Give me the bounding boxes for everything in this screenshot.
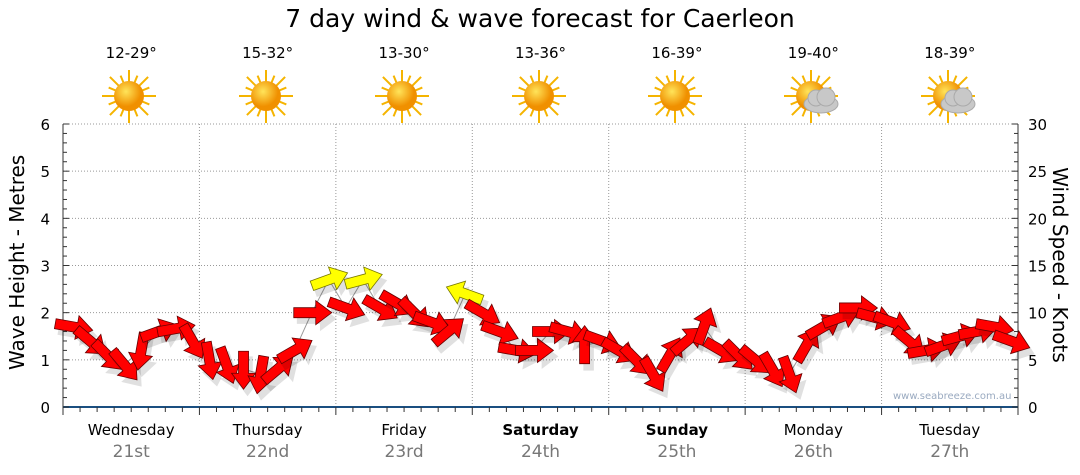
temp-range: 18-39° <box>924 44 976 62</box>
partly-cloudy-icon <box>783 69 843 124</box>
date-label: 26th <box>793 442 833 462</box>
y2-tick-label: 10 <box>1028 305 1047 323</box>
y2-tick-label: 5 <box>1028 352 1038 370</box>
sun-icon <box>101 69 161 124</box>
temp-range: 13-30° <box>378 44 430 62</box>
y-tick-label: 3 <box>40 258 50 276</box>
wind-arrow <box>108 346 138 381</box>
wind-arrow <box>515 337 555 364</box>
wind-arrow <box>309 266 349 292</box>
date-label: 22nd <box>246 442 290 462</box>
date-label: 21st <box>112 442 150 462</box>
y-tick-label: 1 <box>40 352 50 370</box>
wind-arrow <box>638 355 666 392</box>
y2-tick-label: 30 <box>1028 116 1047 134</box>
wind-arrow <box>326 296 366 322</box>
sun-icon <box>511 69 571 124</box>
day-label: Sunday <box>645 421 709 439</box>
wind-arrow <box>777 354 803 394</box>
wind-arrow <box>692 307 718 346</box>
temp-range: 12-29° <box>105 44 157 62</box>
wind-arrow <box>260 355 294 386</box>
sun-icon <box>374 69 434 124</box>
temp-range: 19-40° <box>787 44 839 62</box>
y-tick-label: 6 <box>40 116 50 134</box>
day-label: Saturday <box>502 421 579 439</box>
wind-arrow <box>276 337 313 365</box>
date-label: 24th <box>520 442 561 462</box>
temp-range: 13-36° <box>514 44 567 62</box>
wind-arrow <box>758 350 786 388</box>
y2-tick-label: 20 <box>1028 210 1047 228</box>
wind-arrow <box>343 266 383 292</box>
y-tick-label: 4 <box>40 210 50 228</box>
day-label: Thursday <box>232 421 303 439</box>
y-tick-label: 0 <box>40 399 50 417</box>
wind-arrow <box>178 322 206 359</box>
date-label: 27th <box>930 442 970 462</box>
y-axis-label: Wave Height - Metres <box>5 154 29 370</box>
y-tick-label: 2 <box>40 305 50 323</box>
date-label: 25th <box>657 442 697 462</box>
wind-arrow <box>197 340 223 381</box>
chart-title: 7 day wind & wave forecast for Caerleon <box>285 4 795 33</box>
y2-tick-label: 0 <box>1028 399 1038 417</box>
temp-range: 15-32° <box>242 44 294 62</box>
y2-tick-label: 25 <box>1028 163 1047 181</box>
sun-icon <box>647 69 707 124</box>
wind-arrow <box>430 318 465 348</box>
wind-arrow <box>293 299 333 326</box>
y2-tick-label: 15 <box>1028 258 1047 276</box>
wind-arrow <box>480 320 519 345</box>
wind-arrow <box>991 329 1031 355</box>
wind-arrow <box>230 350 257 390</box>
partly-cloudy-icon <box>920 69 980 124</box>
date-label: 23rd <box>384 442 424 462</box>
temp-range: 16-39° <box>651 44 703 62</box>
sun-icon <box>238 69 298 124</box>
y-tick-label: 5 <box>40 163 50 181</box>
day-label: Monday <box>783 421 843 439</box>
day-label: Tuesday <box>919 421 981 439</box>
watermark: www.seabreeze.com.au <box>893 391 1012 402</box>
day-label: Wednesday <box>87 421 175 439</box>
day-label: Friday <box>381 421 427 439</box>
wind-arrow <box>445 280 485 306</box>
y2-axis-label: Wind Speed - Knots <box>1048 167 1072 363</box>
wind-arrow <box>361 294 398 321</box>
